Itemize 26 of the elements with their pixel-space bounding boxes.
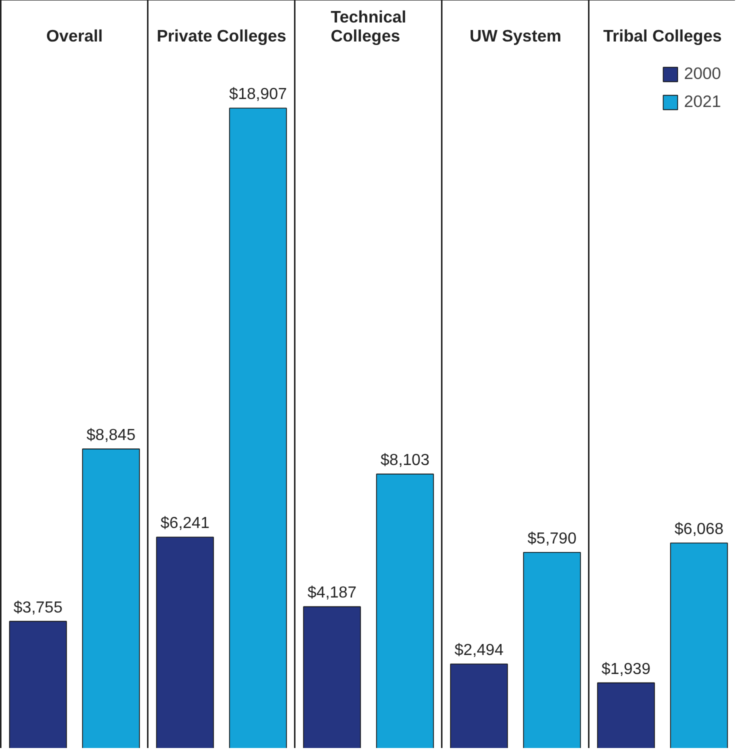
bar: [670, 542, 728, 748]
data-label: $18,907: [229, 86, 288, 104]
data-label: $3,755: [14, 599, 63, 616]
x-tick-label: Overall: [46, 26, 103, 46]
data-label: $1,939: [602, 660, 651, 678]
bar: [82, 448, 140, 748]
legend-label: 2021: [684, 92, 721, 112]
bar: [376, 474, 434, 748]
x-tick-label: Tribal Colleges: [603, 26, 722, 46]
data-label: $2,494: [454, 642, 504, 660]
legend-label: 2000: [684, 64, 721, 84]
x-tick-label: UW System: [470, 26, 562, 46]
bar: [523, 552, 581, 748]
bar: [303, 606, 361, 748]
data-label: $8,103: [380, 452, 430, 470]
data-label: $6,241: [160, 515, 210, 532]
bar: [450, 664, 508, 748]
x-tick-label: Private Colleges: [156, 26, 286, 46]
data-label: $6,068: [674, 520, 724, 538]
bar: [597, 682, 655, 748]
data-label: $5,790: [528, 530, 577, 548]
x-tick-label: Technical Colleges: [330, 8, 406, 46]
data-label: $4,187: [308, 584, 357, 602]
bar: [9, 620, 67, 748]
bar: [156, 536, 214, 748]
data-label: $8,845: [86, 426, 136, 444]
